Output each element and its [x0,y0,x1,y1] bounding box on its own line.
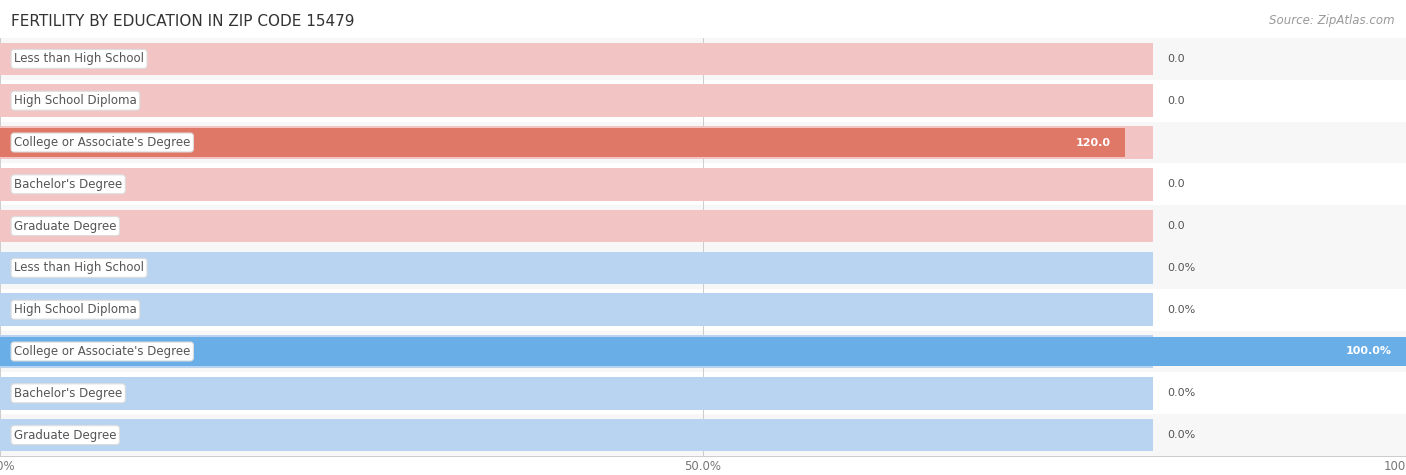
Bar [0,210,1153,242]
Text: Less than High School: Less than High School [14,261,143,275]
Bar [0,377,1153,409]
Text: 0.0%: 0.0% [1167,388,1195,399]
Bar [0,419,1153,451]
Text: Graduate Degree: Graduate Degree [14,219,117,233]
Bar [0,126,1153,159]
Bar [0,163,1406,205]
Bar [0,122,1406,163]
Text: 0.0%: 0.0% [1167,304,1195,315]
Bar [0,337,1406,366]
Text: College or Associate's Degree: College or Associate's Degree [14,345,190,358]
Text: College or Associate's Degree: College or Associate's Degree [14,136,190,149]
Bar [0,252,1153,284]
Text: 0.0: 0.0 [1167,95,1185,106]
Bar [0,128,1125,157]
Bar [0,38,1406,80]
Bar [0,372,1406,414]
Text: Bachelor's Degree: Bachelor's Degree [14,387,122,400]
Text: Source: ZipAtlas.com: Source: ZipAtlas.com [1270,14,1395,27]
Bar [0,414,1406,456]
Bar [0,168,1153,200]
Bar [0,247,1406,289]
Bar [0,85,1153,117]
Text: Less than High School: Less than High School [14,52,143,66]
Text: High School Diploma: High School Diploma [14,94,136,107]
Text: 120.0: 120.0 [1076,137,1111,148]
Text: 0.0: 0.0 [1167,179,1185,190]
Bar [0,205,1406,247]
Text: High School Diploma: High School Diploma [14,303,136,316]
Text: FERTILITY BY EDUCATION IN ZIP CODE 15479: FERTILITY BY EDUCATION IN ZIP CODE 15479 [11,14,354,29]
Text: 0.0%: 0.0% [1167,263,1195,273]
Bar [0,289,1406,331]
Text: Graduate Degree: Graduate Degree [14,428,117,442]
Text: 100.0%: 100.0% [1346,346,1392,357]
Text: 0.0%: 0.0% [1167,430,1195,440]
Text: Bachelor's Degree: Bachelor's Degree [14,178,122,191]
Bar [0,331,1406,372]
Bar [0,80,1406,122]
Bar [0,335,1153,368]
Bar [0,294,1153,326]
Text: 0.0: 0.0 [1167,221,1185,231]
Text: 0.0: 0.0 [1167,54,1185,64]
Bar [0,43,1153,75]
